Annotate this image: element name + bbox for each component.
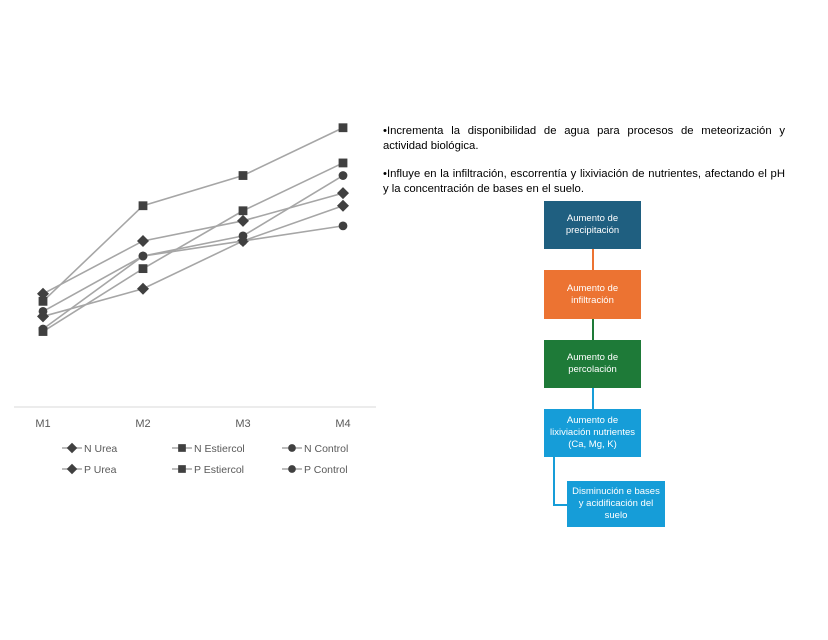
connector-1 [592,249,594,270]
data-point [338,158,348,168]
series-p-urea [37,187,349,300]
series-line [42,204,344,318]
data-point [338,171,348,180]
box-aumento-lixiviacion: Aumento de lixiviación nutrientes (Ca, M… [544,409,641,457]
x-tick-label: M2 [135,418,150,430]
connector-3 [592,388,594,409]
series-line [42,192,344,295]
bullet-1: •Incrementa la disponibilidad de agua pa… [383,125,785,152]
x-tick-label: M1 [35,418,50,430]
series-line [42,174,344,330]
series-line [42,162,344,333]
connector-4-vertical [553,457,555,505]
legend-marker [66,442,78,454]
legend-entry: N Urea [62,442,117,455]
data-point [138,201,148,211]
connector-4-horizontal [553,504,567,506]
legend-label: P Control [304,464,348,476]
box-label: Aumento de lixiviación nutrientes (Ca, M… [549,415,635,450]
data-point [38,324,48,334]
legend-label: N Control [304,443,348,455]
legend-label: P Urea [84,464,117,476]
x-tick-label: M4 [335,418,350,430]
legend-marker [178,444,186,452]
series-line [42,225,344,313]
bullet-list: •Incrementa la disponibilidad de agua pa… [383,124,785,210]
legend-marker [178,465,186,473]
box-label: Disminución e bases y acidificación del … [572,486,660,521]
legend-entry: P Control [282,464,348,476]
line-chart: M1 M2 M3 M4 N Urea N Estiercol N Control P Ure… [14,123,376,476]
box-label: Aumento de infiltración [566,282,619,306]
legend-label: N Urea [84,443,117,455]
legend-entry: P Estiercol [172,464,244,476]
x-tick-label: M3 [235,418,250,430]
data-point [238,206,248,216]
data-point [237,214,249,227]
data-point [337,199,349,212]
data-point [138,251,148,261]
series-p-estiercol [38,123,348,306]
data-point [138,264,148,274]
data-point [38,306,48,316]
data-point [37,287,49,300]
box-aumento-precipitacion: Aumento de precipitación [544,201,641,249]
box-label: Aumento de precipitación [565,213,620,236]
data-point [137,234,149,247]
series-n-estiercol [38,158,348,336]
legend-entry: P Urea [62,463,117,476]
box-aumento-infiltracion: Aumento de infiltración [544,270,641,319]
legend-label: P Estiercol [194,464,244,476]
bullet-2: •Influye en la infiltración, escorrentía… [383,168,785,195]
box-disminucion-bases: Disminución e bases y acidificación del … [567,481,665,527]
data-point [38,296,48,306]
legend-marker [66,463,78,475]
legend-entry: N Estiercol [172,443,245,455]
series-n-urea [37,199,349,323]
data-point [337,187,349,200]
data-point [137,282,149,295]
data-point [238,236,248,246]
legend-marker [288,444,296,452]
series-n-control [38,171,348,334]
series-p-control [38,221,348,316]
series-line [42,127,344,302]
legend-marker [288,465,296,473]
legend-label: N Estiercol [194,443,245,455]
connector-2 [592,319,594,340]
data-point [338,221,348,231]
box-aumento-percolacion: Aumento de percolación [544,340,641,388]
data-point [238,171,248,180]
data-point [338,123,348,133]
legend-entry: N Control [282,443,348,455]
box-label: Aumento de percolación [566,352,619,375]
